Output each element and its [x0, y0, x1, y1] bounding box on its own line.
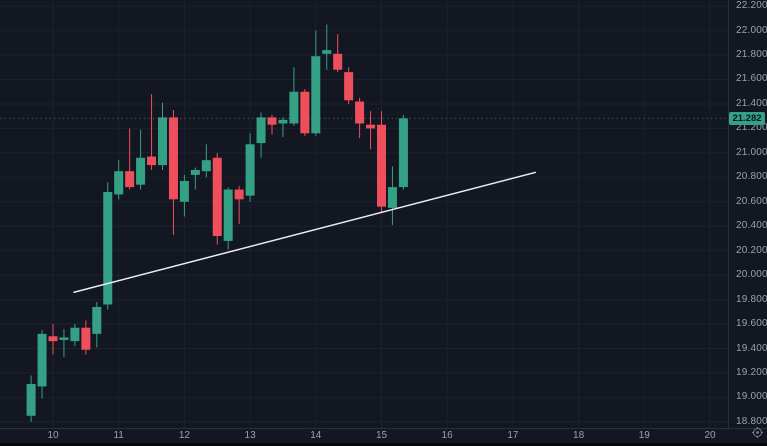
candle-down[interactable] — [344, 67, 354, 104]
chart-canvas[interactable] — [0, 0, 728, 428]
candle-down[interactable] — [300, 89, 310, 136]
candle-series — [26, 24, 408, 422]
time-axis-label: 10 — [47, 430, 59, 441]
time-axis-label: 19 — [638, 430, 650, 441]
gear-icon[interactable] — [751, 426, 764, 439]
candle-down[interactable] — [48, 324, 58, 355]
candle-up[interactable] — [190, 167, 200, 190]
price-axis-label: 21.600 — [736, 73, 767, 85]
time-axis-label: 11 — [113, 430, 124, 441]
time-axis[interactable]: 10 11 12 13 14 15 16 17 18 19 20 — [0, 428, 767, 443]
candle-up[interactable] — [311, 30, 321, 136]
candle-up[interactable] — [158, 102, 167, 170]
price-axis-label: 19.800 — [736, 293, 767, 305]
price-axis[interactable]: 22.200 22.000 21.800 21.600 21.400 21.200 21.0… — [728, 0, 767, 428]
candle-down[interactable] — [125, 128, 135, 190]
time-axis-label: 16 — [441, 430, 453, 441]
price-axis-label: 18.800 — [736, 415, 767, 427]
candle-up[interactable] — [26, 375, 36, 422]
price-axis-label: 20.600 — [736, 195, 767, 207]
price-axis-label: 20.400 — [736, 220, 767, 232]
candle-down[interactable] — [234, 185, 244, 224]
candle-down[interactable] — [267, 114, 277, 135]
time-axis-label: 12 — [178, 430, 190, 441]
price-axis-label: 19.200 — [736, 366, 767, 378]
candle-up[interactable] — [387, 166, 397, 226]
candle-up[interactable] — [223, 187, 233, 250]
price-axis-label: 20.000 — [736, 269, 767, 281]
time-axis-label: 17 — [507, 430, 519, 441]
candle-up[interactable] — [114, 160, 124, 200]
candle-down[interactable] — [81, 320, 91, 355]
price-axis-label: 20.800 — [736, 171, 767, 183]
candle-up[interactable] — [322, 24, 332, 70]
candle-up[interactable] — [256, 112, 266, 158]
candle-up[interactable] — [92, 302, 102, 348]
time-axis-label: 14 — [310, 430, 322, 441]
candle-down[interactable] — [366, 111, 376, 150]
time-axis-label: 20 — [704, 430, 716, 441]
price-axis-label: 19.400 — [736, 342, 767, 354]
candle-up[interactable] — [201, 144, 211, 178]
candle-down[interactable] — [168, 110, 178, 235]
trendline[interactable] — [73, 171, 536, 294]
price-axis-label: 20.200 — [736, 244, 767, 256]
price-axis-label: 21.000 — [736, 146, 767, 158]
time-axis-label: 18 — [573, 430, 585, 441]
price-axis-label: 21.200 — [736, 122, 767, 134]
time-axis-label: 15 — [375, 430, 388, 441]
price-axis-label: 21.400 — [736, 97, 767, 109]
candle-up[interactable] — [245, 133, 255, 202]
candle-up[interactable] — [136, 129, 146, 190]
candle-up[interactable] — [179, 174, 189, 217]
candle-down[interactable] — [333, 34, 343, 73]
last-price-badge: 21.282 — [729, 111, 765, 125]
candle-up[interactable] — [37, 330, 47, 399]
price-axis-label: 21.800 — [736, 49, 767, 61]
candle-up[interactable] — [103, 182, 113, 310]
candle-up[interactable] — [289, 67, 299, 126]
candle-up[interactable] — [398, 114, 408, 190]
time-axis-label: 13 — [244, 430, 256, 441]
bottom-edge — [0, 443, 767, 446]
price-axis-label: 22.000 — [736, 24, 767, 36]
grid — [0, 0, 728, 428]
candle-up[interactable] — [70, 324, 80, 347]
candle-down[interactable] — [147, 94, 157, 170]
price-axis-label: 19.000 — [736, 391, 767, 403]
candle-up[interactable] — [59, 328, 69, 358]
price-axis-label: 22.200 — [736, 0, 767, 12]
candle-down[interactable] — [355, 97, 365, 139]
candle-up[interactable] — [278, 117, 288, 137]
candle-down[interactable] — [212, 152, 222, 245]
candle-down[interactable] — [377, 111, 386, 213]
price-axis-label: 19.600 — [736, 318, 767, 330]
